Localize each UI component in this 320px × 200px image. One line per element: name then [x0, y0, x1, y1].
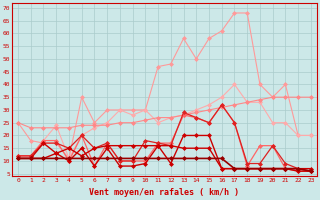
X-axis label: Vent moyen/en rafales ( km/h ): Vent moyen/en rafales ( km/h ) — [90, 188, 239, 197]
